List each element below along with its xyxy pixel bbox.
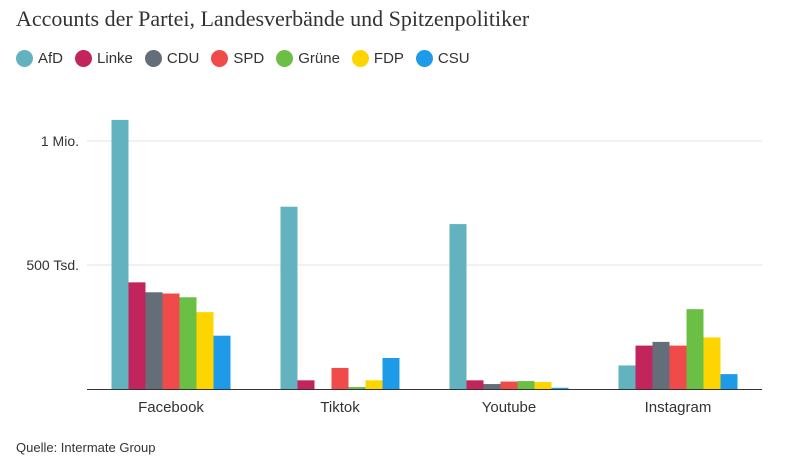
legend-item-cdu: CDU — [144, 50, 200, 67]
legend-label: AfD — [38, 50, 64, 67]
bar-instagram-spd — [669, 345, 687, 389]
legend-item-csu: CSU — [415, 50, 470, 67]
bar-instagram-afd — [618, 365, 636, 389]
legend-swatch — [16, 50, 33, 67]
bar-instagram-linke — [635, 345, 653, 389]
legend-label: FDP — [373, 50, 404, 67]
legend-item-grüne: Grüne — [276, 50, 340, 67]
legend-swatch — [75, 50, 93, 67]
bar-tiktok-csu — [382, 358, 400, 389]
bar-tiktok-fdp — [365, 380, 383, 389]
bar-youtube-spd — [500, 381, 518, 389]
legend-item-fdp: FDP — [351, 50, 404, 67]
bar-youtube-fdp — [534, 382, 552, 389]
legend-swatch — [144, 50, 162, 67]
bar-tiktok-spd — [331, 367, 349, 389]
bar-facebook-cdu — [145, 292, 163, 389]
bar-tiktok-grüne — [348, 387, 366, 389]
x-tick-label: Facebook — [138, 399, 204, 416]
bar-instagram-fdp — [703, 337, 721, 389]
legend-swatch — [415, 50, 433, 67]
bar-facebook-spd — [162, 293, 180, 389]
y-tick-label: 500 Tsd. — [26, 257, 79, 273]
x-tick-label: Tiktok — [320, 399, 360, 416]
bar-instagram-grüne — [686, 309, 704, 389]
bar-facebook-grüne — [179, 297, 197, 389]
legend-label: CDU — [166, 50, 200, 67]
bar-facebook-csu — [213, 335, 231, 389]
bar-tiktok-afd — [280, 206, 298, 389]
legend-swatch — [211, 50, 229, 67]
bar-instagram-cdu — [652, 341, 670, 389]
bar-facebook-fdp — [196, 312, 214, 389]
bar-youtube-afd — [449, 224, 467, 389]
legend-label: Linke — [97, 50, 133, 67]
bar-youtube-linke — [466, 380, 484, 389]
chart-legend: AfD Linke CDU SPD Grüne FDP CSU — [16, 50, 482, 67]
source-note: Quelle: Intermate Group — [16, 440, 156, 455]
x-tick-label: Youtube — [482, 399, 537, 416]
chart-title: Accounts der Partei, Landesverbände und … — [16, 6, 530, 31]
bar-youtube-grüne — [517, 381, 535, 389]
bar-facebook-afd — [111, 119, 129, 390]
bar-tiktok-linke — [297, 380, 315, 389]
legend-label: Grüne — [298, 50, 340, 67]
bar-youtube-csu — [551, 387, 569, 389]
legend-label: CSU — [437, 50, 470, 67]
x-tick-label: Instagram — [645, 399, 712, 416]
bar-youtube-cdu — [483, 384, 501, 389]
legend-swatch — [276, 50, 294, 67]
legend-swatch — [351, 50, 369, 67]
legend-label: SPD — [233, 50, 265, 67]
legend-item-afd: AfD — [16, 50, 63, 67]
y-tick-label: 1 Mio. — [41, 133, 79, 149]
legend-item-linke: Linke — [75, 50, 133, 67]
legend-item-spd: SPD — [211, 50, 264, 67]
bar-facebook-linke — [128, 282, 146, 389]
bar-instagram-csu — [720, 374, 738, 389]
